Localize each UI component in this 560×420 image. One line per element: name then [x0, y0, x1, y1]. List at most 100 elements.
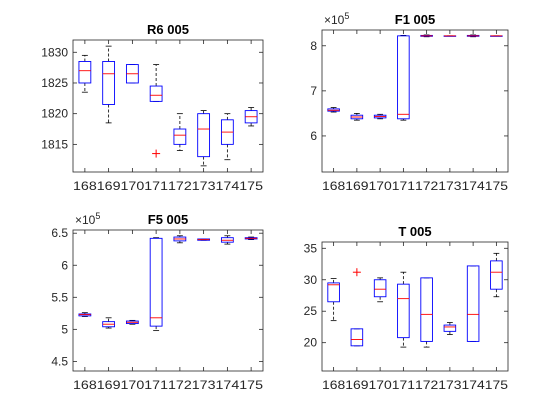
x-tick-label: 171	[392, 378, 416, 392]
iqr-box	[327, 282, 340, 303]
box-168	[78, 312, 92, 317]
x-tick-label: 174	[462, 179, 486, 193]
x-tick-label: 171	[392, 179, 416, 193]
x-tick-label: 170	[121, 378, 145, 392]
box-173	[443, 322, 457, 335]
y-tick-label: 30	[304, 273, 318, 287]
x-tick-label: 175	[485, 378, 509, 392]
plot-area	[321, 29, 509, 173]
box-170	[373, 277, 387, 303]
y-tick-label: 4.5	[51, 354, 68, 368]
chart-title: R6 005	[147, 22, 189, 37]
x-tick-label: 175	[239, 378, 263, 392]
x-tick-label: 169	[97, 179, 121, 193]
x-tick-label: 174	[216, 378, 240, 392]
x-tick-label: 172	[168, 378, 192, 392]
box-170	[373, 113, 387, 120]
box-171	[149, 64, 163, 158]
x-tick-label: 172	[415, 179, 439, 193]
iqr-box	[443, 324, 457, 332]
box-172	[420, 277, 433, 348]
box-169	[102, 317, 116, 329]
x-tick-label: 168	[322, 179, 346, 193]
x-tick-label: 175	[239, 179, 263, 193]
axis-multiplier: ×105	[324, 11, 349, 27]
iqr-box	[197, 113, 211, 158]
iqr-box	[173, 128, 187, 145]
y-tick-label: 6	[310, 129, 317, 143]
x-tick-label: 175	[485, 179, 509, 193]
box-174	[220, 113, 234, 161]
x-tick-label: 171	[144, 179, 168, 193]
x-tick-label: 173	[192, 179, 216, 193]
x-tick-label: 168	[73, 179, 97, 193]
box-173	[197, 110, 211, 167]
box-173	[443, 35, 457, 37]
iqr-box	[420, 277, 433, 342]
x-tick-label: 173	[192, 378, 216, 392]
chart-title: F5 005	[148, 212, 188, 227]
y-tick-label: 25	[304, 304, 318, 318]
box-174	[466, 265, 480, 342]
iqr-box	[466, 265, 480, 342]
axis-multiplier-exponent: 5	[344, 11, 349, 21]
iqr-box	[350, 328, 364, 347]
box-174	[220, 235, 234, 245]
box-171	[149, 237, 163, 332]
chart-panel-1: R6 005 1815 1820 1825 1830 168 169 170 171 172 173…	[41, 22, 264, 193]
plot-area	[72, 229, 264, 372]
axis-multiplier: ×105	[75, 211, 100, 227]
plot-area	[321, 241, 509, 372]
x-tick-label: 169	[345, 179, 369, 193]
y-tick-label: 5	[61, 322, 68, 336]
chart-title: F1 005	[395, 12, 435, 27]
x-tick-label: 173	[438, 378, 462, 392]
box-175	[244, 236, 258, 241]
y-tick-label: 5.5	[51, 290, 68, 304]
iqr-box	[78, 61, 92, 84]
plot-area	[72, 39, 264, 173]
chart-panel-4: T 005 20 25 30 35 168 169 170 171 172 173 174 175	[304, 224, 509, 392]
box-171	[397, 271, 410, 348]
y-tick-label: 6.5	[51, 226, 68, 240]
y-tick-label: 1825	[41, 76, 68, 90]
y-tick-label: 35	[304, 241, 318, 255]
box-175	[244, 107, 258, 127]
box-170	[125, 64, 139, 84]
x-tick-label: 168	[73, 378, 97, 392]
x-tick-label: 174	[462, 378, 486, 392]
box-168	[327, 278, 340, 322]
iqr-box	[149, 85, 163, 102]
x-tick-label: 169	[97, 378, 121, 392]
iqr-box	[397, 283, 410, 339]
box-168	[327, 107, 340, 113]
y-tick-label: 7	[310, 84, 317, 98]
x-tick-label: 172	[415, 378, 439, 392]
y-tick-label: 20	[304, 336, 318, 350]
box-172	[420, 34, 433, 38]
y-tick-label: 6	[61, 258, 68, 272]
box-172	[173, 113, 187, 151]
x-tick-label: 172	[168, 179, 192, 193]
x-tick-label: 170	[369, 179, 393, 193]
axis-multiplier-exponent: 5	[95, 211, 100, 221]
iqr-box	[397, 35, 410, 120]
x-tick-label: 170	[121, 179, 145, 193]
box-172	[173, 235, 187, 244]
x-tick-label: 168	[322, 378, 346, 392]
box-171	[397, 35, 410, 121]
x-tick-label: 169	[345, 378, 369, 392]
box-175	[490, 35, 503, 37]
box-169	[102, 45, 116, 124]
iqr-box	[149, 237, 163, 327]
box-168	[78, 54, 92, 93]
box-169	[350, 268, 364, 347]
x-tick-label: 173	[438, 179, 462, 193]
y-tick-label: 1830	[41, 45, 68, 59]
box-174	[466, 34, 480, 38]
y-tick-label: 1820	[41, 107, 68, 121]
chart-title: T 005	[398, 224, 431, 239]
x-tick-label: 171	[144, 378, 168, 392]
